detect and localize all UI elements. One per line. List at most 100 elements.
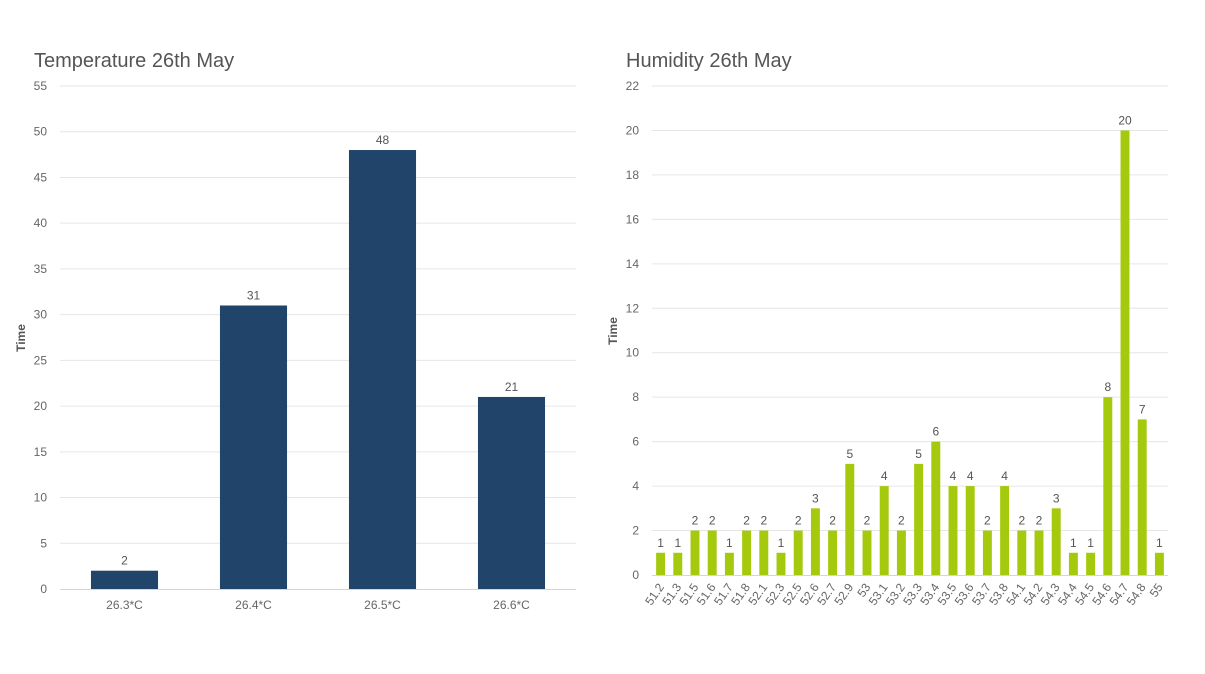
bar-value-label: 2: [709, 514, 716, 528]
y-axis-title: Time: [14, 324, 28, 352]
bar-value-label: 2: [1018, 514, 1025, 528]
y-tick-label: 6: [632, 435, 639, 449]
bar-value-label: 1: [1087, 536, 1094, 550]
y-tick-label: 18: [626, 168, 640, 182]
x-axis: 51.251.351.551.651.751.852.152.352.552.6…: [642, 580, 1166, 607]
bar-value-label: 4: [967, 469, 974, 483]
y-tick-label: 40: [34, 216, 48, 230]
y-tick-label: 0: [632, 568, 639, 582]
grid-lines: [652, 85, 1168, 576]
bar[interactable]: [965, 486, 975, 575]
bar[interactable]: [948, 486, 958, 575]
bar-value-label: 7: [1139, 402, 1146, 416]
y-tick-label: 25: [34, 353, 48, 367]
bar[interactable]: [742, 530, 752, 575]
bar-value-label: 2: [121, 554, 128, 568]
bar-value-label: 1: [674, 536, 681, 550]
bar[interactable]: [1000, 486, 1010, 575]
bar[interactable]: [477, 396, 546, 589]
bar[interactable]: [914, 463, 924, 575]
bar[interactable]: [759, 530, 769, 575]
y-tick-label: 4: [632, 479, 639, 493]
bar-value-label: 2: [743, 514, 750, 528]
x-tick-label: 26.3*C: [106, 598, 143, 612]
bar[interactable]: [1154, 552, 1164, 575]
bar-value-label: 4: [881, 469, 888, 483]
bar-value-label: 2: [795, 514, 802, 528]
chart-title: Humidity 26th May: [626, 50, 792, 72]
bar[interactable]: [1034, 530, 1044, 575]
bar-value-label: 5: [846, 447, 853, 461]
x-tick-label: 55: [1147, 580, 1166, 599]
bar-value-label: 5: [915, 447, 922, 461]
y-tick-label: 50: [34, 125, 48, 139]
bar[interactable]: [845, 463, 855, 575]
y-tick-label: 45: [34, 170, 48, 184]
y-tick-label: 55: [34, 79, 48, 93]
bar[interactable]: [1068, 552, 1078, 575]
bar-value-label: 8: [1104, 380, 1111, 394]
y-tick-label: 5: [40, 536, 47, 550]
y-tick-label: 12: [626, 301, 640, 315]
y-tick-label: 2: [632, 524, 639, 538]
bar-value-label: 2: [1036, 514, 1043, 528]
bar[interactable]: [931, 441, 941, 575]
bar[interactable]: [690, 530, 700, 575]
bar-value-label: 2: [864, 514, 871, 528]
y-tick-label: 0: [40, 582, 47, 596]
bar[interactable]: [810, 508, 820, 575]
bar[interactable]: [776, 552, 786, 575]
bar-series: [90, 150, 546, 589]
bar[interactable]: [828, 530, 838, 575]
bar[interactable]: [673, 552, 683, 575]
bar-value-label: 4: [1001, 469, 1008, 483]
bar[interactable]: [707, 530, 717, 575]
bar[interactable]: [879, 486, 889, 575]
bar-value-label: 4: [950, 469, 957, 483]
y-tick-label: 30: [34, 308, 48, 322]
bar[interactable]: [1120, 130, 1130, 576]
y-tick-label: 20: [626, 123, 640, 137]
bar[interactable]: [862, 530, 872, 575]
bar-value-label: 48: [376, 133, 390, 147]
grid-lines: [60, 85, 576, 590]
bar-value-label: 2: [829, 514, 836, 528]
bar[interactable]: [656, 552, 666, 575]
bar[interactable]: [219, 305, 288, 589]
bar[interactable]: [1103, 397, 1113, 575]
bar-value-label: 3: [1053, 491, 1060, 505]
bar[interactable]: [724, 552, 734, 575]
y-tick-label: 10: [626, 346, 640, 360]
y-axis-title: Time: [606, 317, 620, 345]
bar[interactable]: [793, 530, 803, 575]
x-tick-label: 52.9: [831, 580, 856, 607]
bar[interactable]: [982, 530, 992, 575]
y-axis: 0 2 4 6 8 10 12 14 16 18 20 22: [626, 79, 640, 582]
y-tick-label: 14: [626, 257, 640, 271]
y-tick-label: 8: [632, 390, 639, 404]
y-tick-label: 15: [34, 445, 48, 459]
bar-value-label: 31: [247, 288, 261, 302]
x-tick-label: 26.4*C: [235, 598, 272, 612]
bar[interactable]: [90, 570, 159, 589]
bar-value-label: 21: [505, 380, 519, 394]
bar[interactable]: [896, 530, 906, 575]
bar-value-label: 20: [1118, 113, 1132, 127]
x-tick-label: 54.8: [1124, 580, 1149, 607]
bar[interactable]: [1137, 419, 1147, 575]
temperature-chart: Temperature 26th May Time 0 5 10 15 20 25 30 35…: [14, 50, 576, 612]
bar-value-label: 2: [898, 514, 905, 528]
y-tick-label: 20: [34, 399, 48, 413]
bar-value-label: 2: [984, 514, 991, 528]
bar[interactable]: [1086, 552, 1096, 575]
bar-value-label: 1: [1156, 536, 1163, 550]
bar[interactable]: [1051, 508, 1061, 575]
x-tick-label: 26.6*C: [493, 598, 530, 612]
bar[interactable]: [348, 150, 417, 589]
bar[interactable]: [1017, 530, 1027, 575]
bar-value-label: 2: [692, 514, 699, 528]
y-tick-label: 16: [626, 212, 640, 226]
bar-value-label: 1: [778, 536, 785, 550]
